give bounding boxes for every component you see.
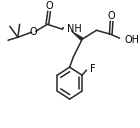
Text: NH: NH xyxy=(67,24,82,34)
Text: •: • xyxy=(61,26,65,32)
Text: F: F xyxy=(90,64,96,74)
Text: O: O xyxy=(108,11,115,21)
Text: O: O xyxy=(45,1,53,11)
Polygon shape xyxy=(71,31,83,41)
Text: O: O xyxy=(29,27,37,37)
Text: OH: OH xyxy=(125,35,140,45)
